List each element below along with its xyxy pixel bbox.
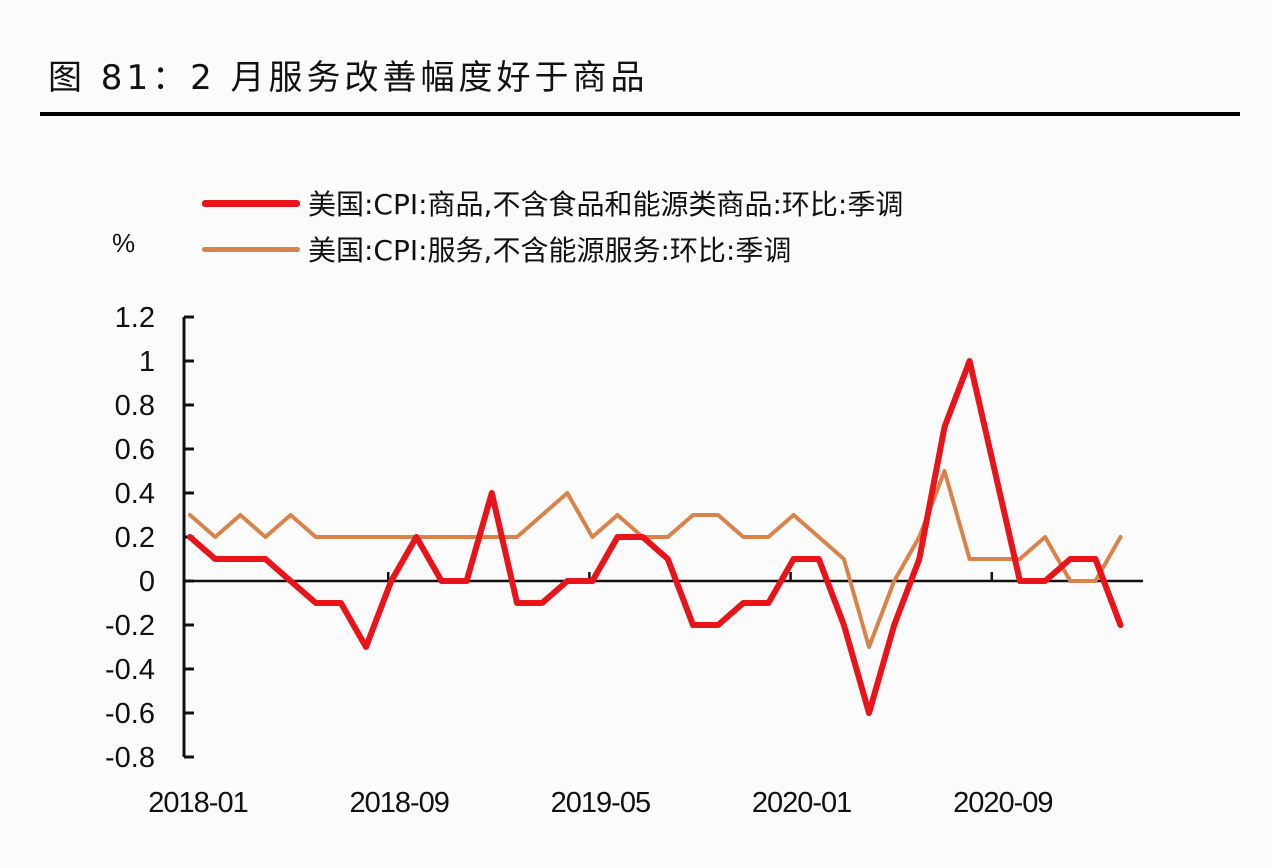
legend-swatch-goods bbox=[202, 199, 300, 207]
y-tick-label: 0.4 bbox=[115, 478, 155, 510]
series-lines bbox=[187, 358, 1124, 716]
series-line-goods bbox=[187, 358, 1124, 716]
y-tick-label: -0.6 bbox=[105, 698, 155, 730]
x-tick-label: 2020-09 bbox=[953, 787, 1052, 819]
y-tick-label: 0.8 bbox=[115, 390, 155, 422]
y-tick-label: 1 bbox=[139, 346, 155, 378]
y-tick-label: 0.6 bbox=[115, 434, 155, 466]
legend: 美国:CPI:商品,不含食品和能源类商品:环比:季调 美国:CPI:服务,不含能… bbox=[202, 180, 903, 272]
legend-label-services: 美国:CPI:服务,不含能源服务:环比:季调 bbox=[308, 234, 792, 267]
x-tick-label: 2018-01 bbox=[148, 787, 247, 819]
x-tick-label: 2019-05 bbox=[551, 787, 650, 819]
title-divider bbox=[40, 112, 1240, 116]
y-tick-label: -0.2 bbox=[105, 610, 155, 642]
x-tick-label: 2018-09 bbox=[349, 787, 448, 819]
x-tick-label: 2020-01 bbox=[752, 787, 851, 819]
legend-label-goods: 美国:CPI:商品,不含食品和能源类商品:环比:季调 bbox=[308, 188, 904, 221]
y-tick-label: 0 bbox=[139, 566, 155, 598]
legend-swatch-services bbox=[202, 246, 300, 252]
y-tick-label: 0.2 bbox=[115, 522, 155, 554]
chart-title: 图 81：2 月服务改善幅度好于商品 bbox=[48, 58, 649, 98]
y-tick-label: -0.4 bbox=[105, 654, 155, 686]
x-axis: 2018-01 2018-09 2019-05 2020-01 2020-09 bbox=[148, 572, 1143, 819]
y-axis: 1.2 1 0.8 0.6 0.4 0.2 0 -0.2 -0.4 -0.6 -0.8 bbox=[105, 302, 194, 774]
y-axis-unit: % bbox=[112, 228, 136, 258]
y-tick-label: -0.8 bbox=[105, 742, 155, 774]
legend-item-goods: 美国:CPI:商品,不含食品和能源类商品:环比:季调 bbox=[202, 180, 903, 226]
legend-item-services: 美国:CPI:服务,不含能源服务:环比:季调 bbox=[202, 226, 903, 272]
y-tick-label: 1.2 bbox=[115, 302, 155, 334]
series-line-services bbox=[188, 469, 1123, 649]
